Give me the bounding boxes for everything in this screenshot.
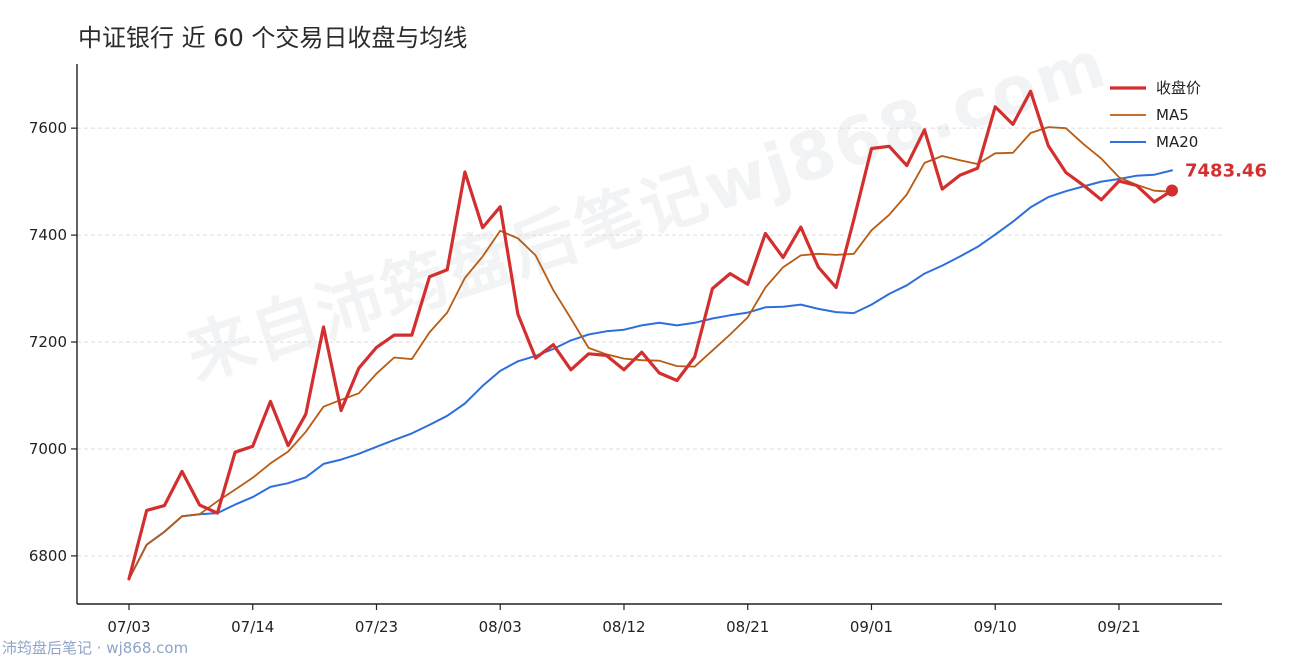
series-line-close bbox=[127, 89, 1174, 581]
series-lines bbox=[127, 89, 1174, 581]
legend-label: 收盘价 bbox=[1156, 79, 1201, 97]
x-tick-label: 07/23 bbox=[355, 618, 398, 636]
y-tick-label: 7200 bbox=[29, 333, 67, 351]
chart-title: 中证银行 近 60 个交易日收盘与均线 bbox=[78, 24, 468, 52]
y-tick-label: 7000 bbox=[29, 440, 67, 458]
grid-lines bbox=[77, 127, 1222, 557]
x-ticks: 07/03 07/14 07/23 08/03 08/12 08/21 09/01 09/10… bbox=[107, 604, 1141, 636]
last-point-marker bbox=[1166, 184, 1178, 197]
x-tick-label: 09/21 bbox=[1097, 618, 1140, 636]
end-marker-group: 7483.46 bbox=[1166, 160, 1267, 197]
series-line-ma20 bbox=[128, 169, 1173, 580]
axes bbox=[76, 64, 1222, 605]
series-line-ma5 bbox=[128, 126, 1173, 580]
x-tick-label: 08/03 bbox=[479, 618, 522, 636]
last-value-label: 7483.46 bbox=[1185, 160, 1267, 181]
legend-label: MA20 bbox=[1156, 133, 1198, 151]
x-tick-label: 09/10 bbox=[974, 618, 1017, 636]
y-ticks: 6800 7000 7200 7400 7600 bbox=[29, 119, 77, 565]
x-tick-label: 08/21 bbox=[726, 618, 769, 636]
footer-credit: 沛筠盘后笔记 · wj868.com bbox=[2, 639, 189, 657]
legend: 收盘价 MA5 MA20 bbox=[1110, 79, 1201, 151]
y-tick-label: 7400 bbox=[29, 226, 67, 244]
x-tick-label: 08/12 bbox=[602, 618, 645, 636]
legend-label: MA5 bbox=[1156, 106, 1189, 124]
x-tick-label: 09/01 bbox=[850, 618, 893, 636]
y-tick-label: 7600 bbox=[29, 119, 67, 137]
x-tick-label: 07/14 bbox=[231, 618, 274, 636]
y-tick-label: 6800 bbox=[29, 547, 67, 565]
x-tick-label: 07/03 bbox=[107, 618, 150, 636]
